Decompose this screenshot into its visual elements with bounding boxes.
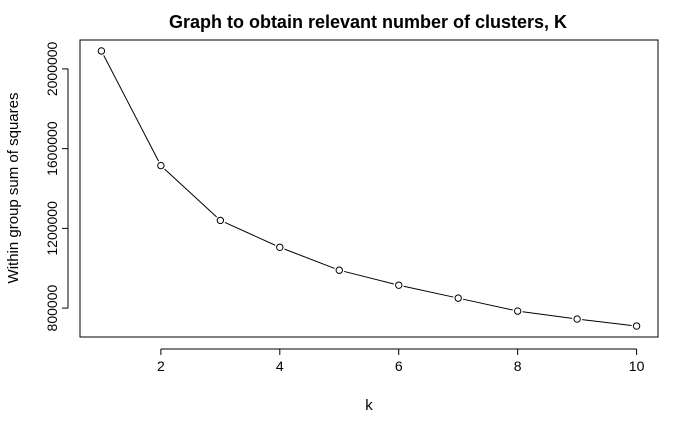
data-point — [216, 216, 225, 225]
series-segment — [522, 311, 573, 319]
series-segment — [224, 221, 276, 246]
y-tick-label: 2000000 — [44, 41, 60, 96]
x-tick-label: 10 — [629, 358, 645, 374]
data-point — [454, 294, 462, 302]
series-segment — [403, 285, 454, 298]
x-tick-label: 4 — [276, 358, 284, 374]
data-point — [513, 307, 522, 315]
x-axis: 2 4 6 8 10 — [157, 348, 645, 374]
x-axis-label: k — [365, 397, 373, 414]
data-point — [395, 281, 403, 289]
series-segment — [103, 55, 160, 162]
series-segment — [164, 168, 218, 218]
x-tick-label: 2 — [157, 358, 165, 374]
data-point — [632, 322, 641, 330]
series-layer — [97, 47, 641, 330]
data-point — [335, 266, 343, 274]
data-point — [573, 315, 581, 323]
x-tick-label: 6 — [395, 358, 403, 374]
y-axis-label: Within group sum of squares — [5, 93, 22, 284]
series-segment — [343, 270, 395, 285]
y-tick-label: 1200000 — [44, 201, 60, 256]
data-point — [276, 243, 284, 252]
plot-frame — [79, 39, 659, 338]
data-point — [97, 47, 106, 55]
series-segment — [582, 319, 632, 326]
chart-title: Graph to obtain relevant number of clust… — [169, 12, 567, 32]
data-point — [157, 161, 165, 170]
series-segment — [462, 298, 513, 311]
y-tick-label: 1600000 — [44, 121, 60, 176]
x-tick-label: 8 — [514, 358, 522, 374]
y-tick-label: 800000 — [44, 285, 60, 332]
y-axis: 800000 1200000 1600000 2000000 — [44, 41, 69, 332]
series-segment — [284, 248, 335, 269]
